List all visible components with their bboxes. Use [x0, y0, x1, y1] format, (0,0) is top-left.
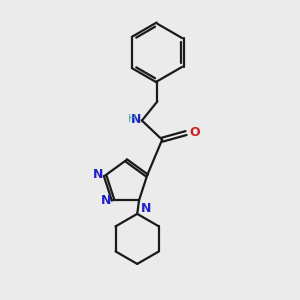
Text: N: N — [92, 168, 103, 181]
Text: N: N — [140, 202, 151, 215]
Text: O: O — [189, 126, 200, 139]
Text: N: N — [131, 113, 141, 126]
Text: H: H — [128, 115, 136, 124]
Text: N: N — [100, 194, 111, 208]
